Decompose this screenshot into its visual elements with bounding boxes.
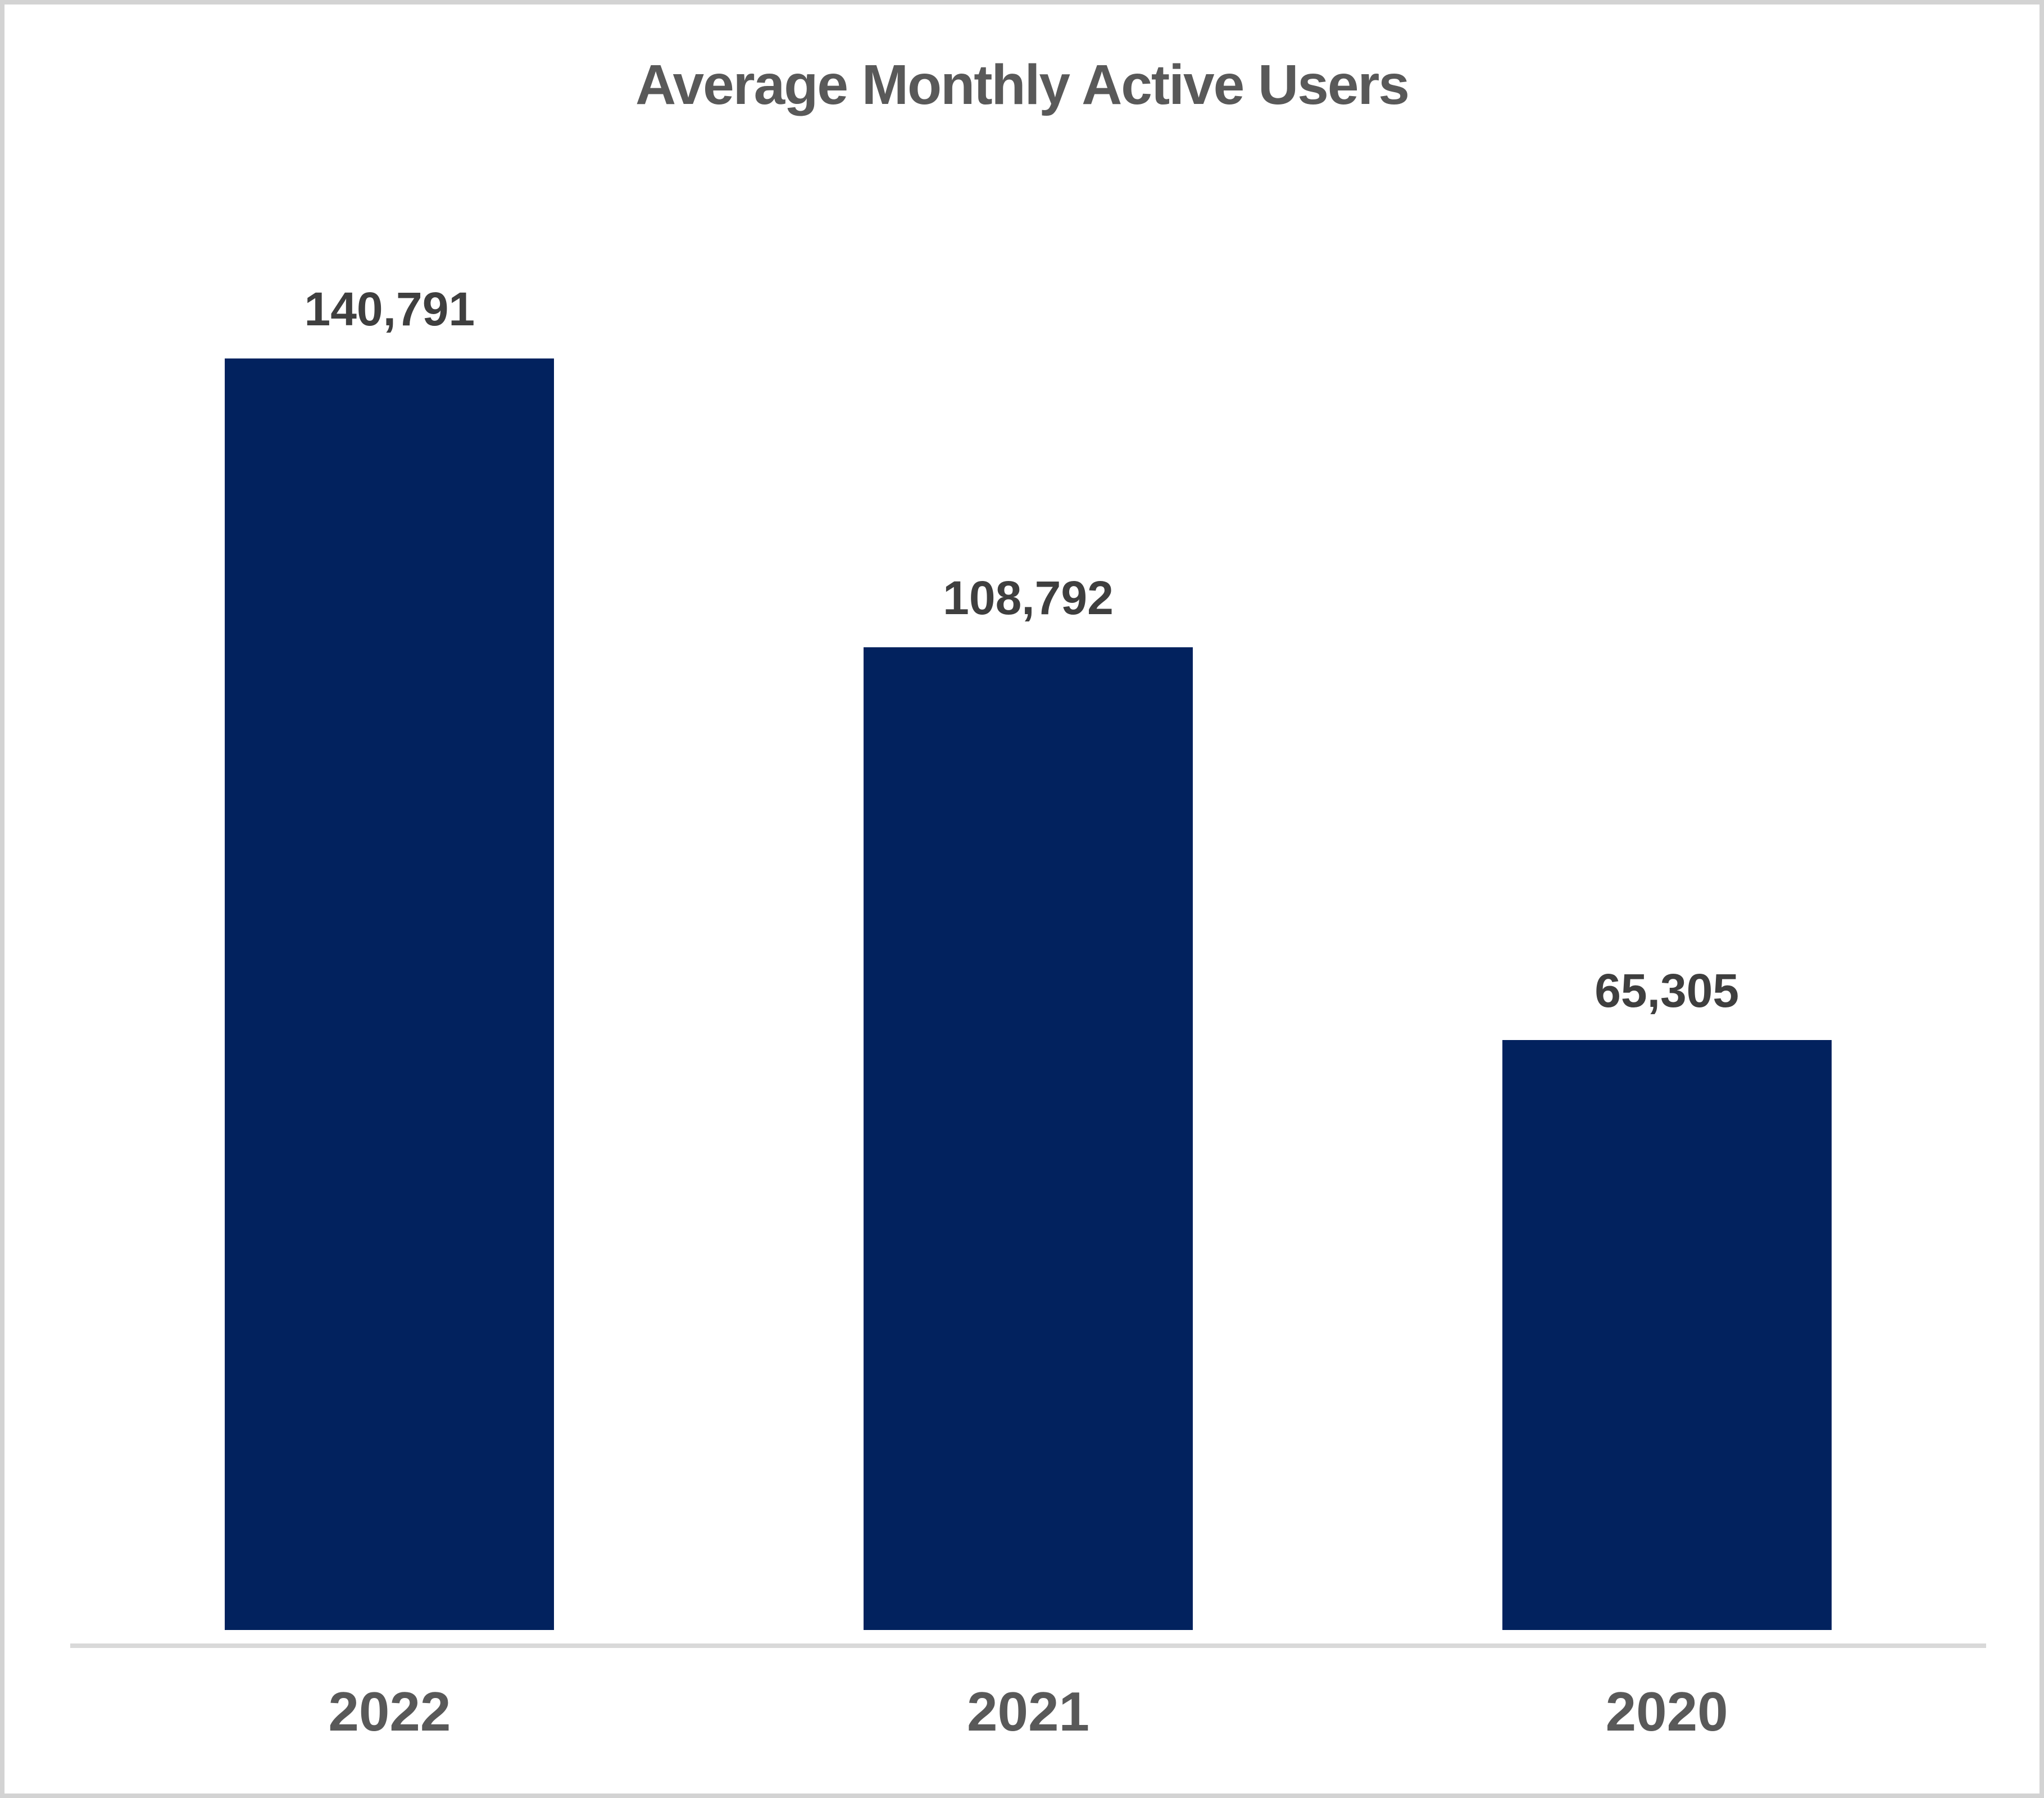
bar-2022 — [225, 358, 555, 1630]
bar-2021 — [863, 647, 1193, 1630]
plot-area: 140,791 2022 108,792 2021 65,305 2020 — [4, 4, 2040, 1794]
chart-title: Average Monthly Active Users — [635, 53, 1410, 116]
bar-slot-2020: 65,305 2020 — [1347, 4, 1986, 1739]
data-label-2020: 65,305 — [1595, 964, 1739, 1017]
category-label-2020: 2020 — [1605, 1681, 1728, 1742]
bar-slot-2021: 108,792 2021 — [709, 4, 1348, 1739]
bar-slot-2022: 140,791 2022 — [70, 4, 709, 1739]
data-label-2022: 140,791 — [304, 283, 475, 335]
data-label-2021: 108,792 — [943, 571, 1114, 624]
x-axis-line — [70, 1643, 1986, 1648]
bar-2020 — [1502, 1040, 1832, 1630]
category-label-2022: 2022 — [328, 1681, 451, 1742]
category-label-2021: 2021 — [966, 1681, 1089, 1742]
